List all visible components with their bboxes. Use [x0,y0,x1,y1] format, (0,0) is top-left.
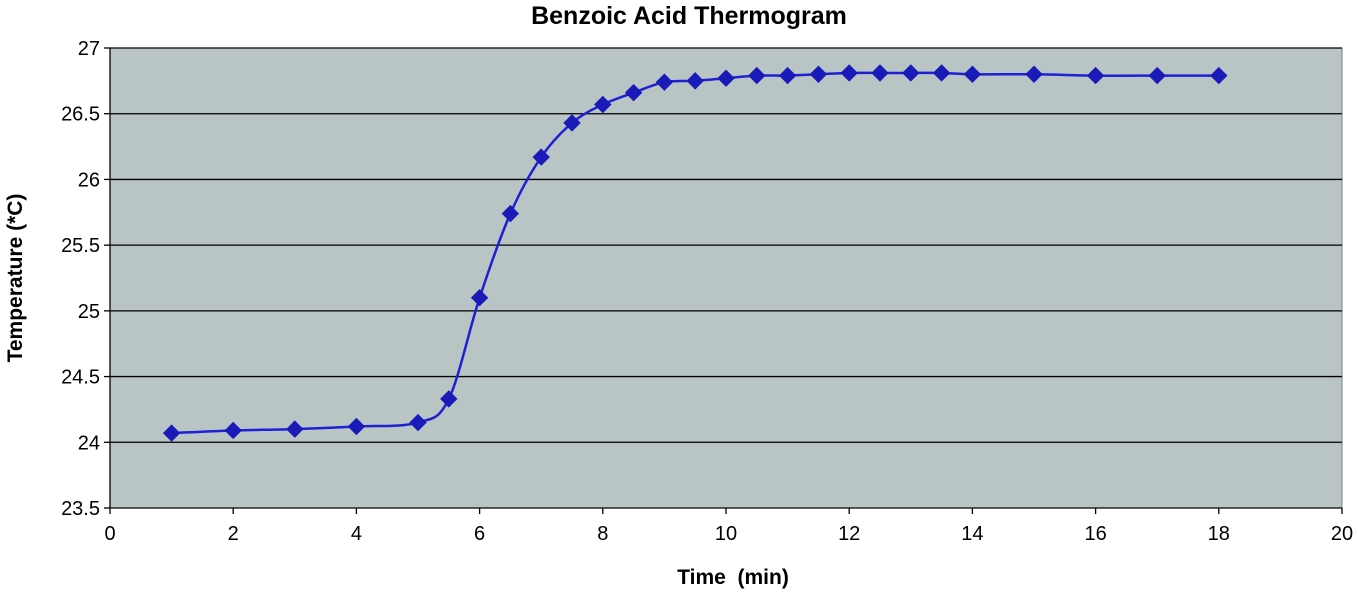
data-point-marker [594,95,612,114]
y-tick-label: 24.5 [61,367,100,389]
chart-title: Benzoic Acid Thermogram [531,2,847,30]
x-tick-label: 10 [715,523,737,545]
y-tick-label: 25 [78,301,100,323]
x-tick-label: 20 [1331,523,1353,545]
x-tick-label: 18 [1208,523,1230,545]
y-tick-labels: 23.5 24 24.5 25 25.5 26 26.5 27 [61,38,100,520]
data-points [162,64,1228,442]
plot-area [109,47,1343,509]
data-point-marker [840,64,858,82]
data-point-marker [286,420,304,438]
data-point-marker [809,65,828,83]
data-point-marker [563,114,581,132]
data-point-marker [1148,66,1166,85]
data-point-marker [224,421,242,440]
y-tick-label: 26.5 [61,104,100,126]
data-point-marker [501,204,520,223]
data-point-marker [748,66,766,85]
x-tick-label: 4 [351,523,362,545]
y-tick-label: 25.5 [61,235,100,257]
x-tick-label: 14 [961,523,983,545]
x-tick-label: 16 [1084,523,1106,545]
x-tick-label: 8 [597,523,608,545]
data-point-marker [717,69,735,87]
data-point-marker [871,64,889,82]
y-tick-label: 23.5 [61,498,100,520]
data-point-marker [1025,65,1043,83]
data-point-marker [1210,66,1228,85]
x-tick-label: 2 [228,523,239,545]
gridlines [110,47,1342,443]
data-point-marker [347,417,366,436]
x-tick-label: 6 [474,523,485,545]
y-tick-label: 24 [78,432,100,454]
data-point-marker [902,64,920,82]
data-point-marker [440,390,458,408]
data-point-marker [686,72,704,90]
x-tick-label: 0 [104,523,115,545]
x-axis-title: Time (min) [677,566,789,589]
data-point-marker [655,73,674,91]
data-point-marker [963,65,982,83]
y-tick-label: 26 [78,169,100,191]
data-point-marker [778,66,797,85]
data-point-marker [1086,66,1105,85]
data-point-marker [162,424,181,442]
data-point-marker [409,413,427,432]
y-axis-title: Temperature (*C) [4,194,27,363]
axes [104,47,1343,514]
x-tick-label: 12 [838,523,860,545]
x-tick-labels: 0 2 4 6 8 10 12 14 16 18 20 [104,523,1353,545]
data-point-marker [624,83,643,102]
data-point-marker [532,148,550,166]
data-point-marker [470,289,489,307]
data-point-marker [932,64,951,82]
y-tick-label: 27 [78,38,100,60]
